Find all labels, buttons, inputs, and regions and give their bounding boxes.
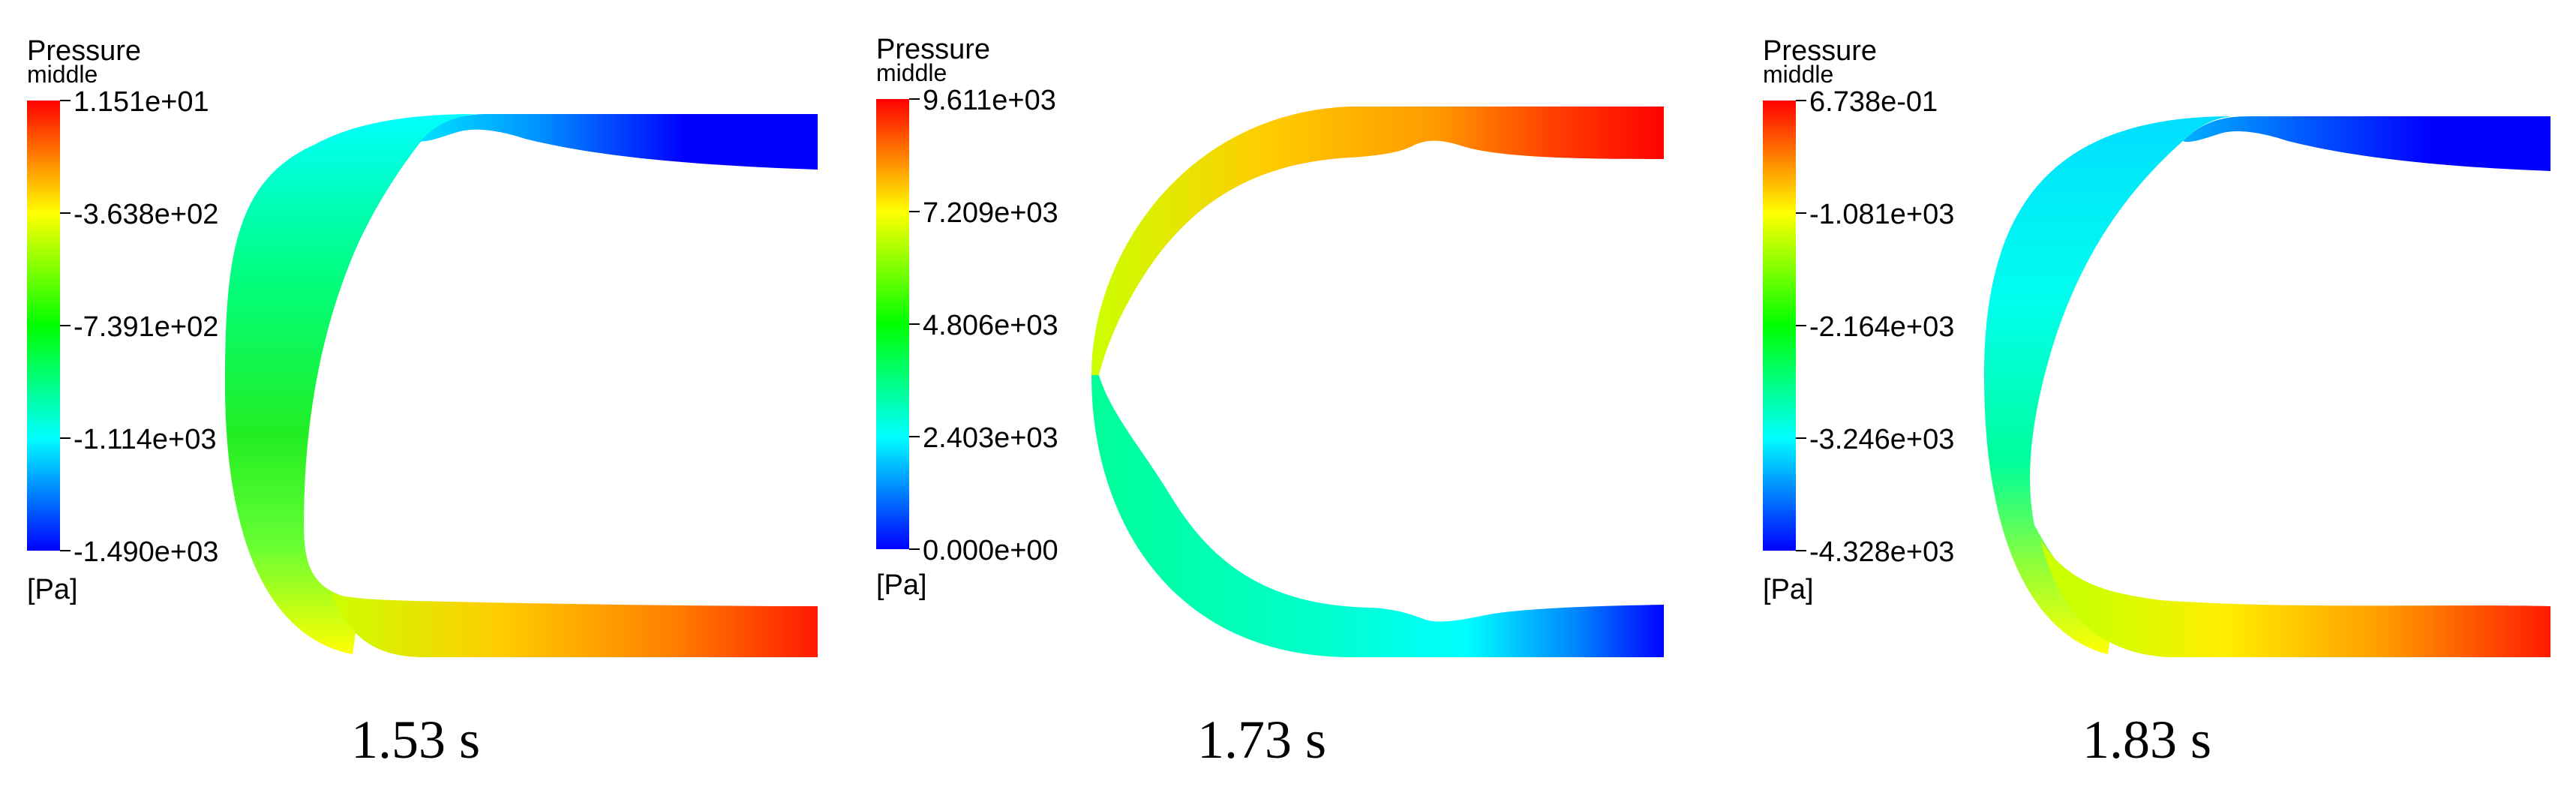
pipe-top-leg [2183, 116, 2550, 171]
panel-1: Pressure middle 1.151e+01 -3.638e+02 -7.… [27, 35, 818, 770]
tick-label: -3.246e+03 [1809, 424, 1954, 455]
tick-label: -2.164e+03 [1809, 311, 1954, 343]
pipe-bottom-leg [330, 593, 818, 657]
time-label: 1.73 s [1197, 710, 1326, 770]
time-label: 1.53 s [351, 710, 480, 770]
unit-label: [Pa] [1763, 574, 1814, 605]
colorbar-ticks [1796, 100, 1806, 551]
legend-title: Pressure [876, 34, 990, 65]
tick-label: 9.611e+03 [923, 85, 1056, 116]
panel-3: Pressure middle 6.738e-01 -1.081e+03 -2.… [1763, 35, 2550, 770]
tick-label: -1.114e+03 [74, 424, 217, 455]
pipe-bend-2 [1091, 107, 1664, 657]
legend-2: Pressure middle 9.611e+03 7.209e+03 4.80… [876, 34, 1058, 601]
unit-label: [Pa] [27, 574, 78, 605]
legend-subtitle: middle [1763, 61, 1833, 88]
tick-label: 6.738e-01 [1809, 86, 1938, 118]
colorbar [27, 101, 60, 551]
legend-title: Pressure [27, 35, 141, 67]
tick-label: -1.081e+03 [1809, 199, 1954, 230]
time-label: 1.83 s [2082, 710, 2211, 770]
tick-label: -1.490e+03 [74, 536, 218, 568]
legend-subtitle: middle [876, 59, 947, 86]
colorbar-ticks [60, 100, 71, 551]
colorbar [1763, 101, 1796, 551]
unit-label: [Pa] [876, 569, 927, 601]
tick-label: -4.328e+03 [1809, 536, 1954, 568]
tick-label: -7.391e+02 [74, 311, 218, 343]
panel-2: Pressure middle 9.611e+03 7.209e+03 4.80… [876, 34, 1664, 770]
tick-label: 1.151e+01 [74, 86, 209, 118]
pipe-bottom-half [1091, 375, 1664, 657]
tick-label: 2.403e+03 [923, 422, 1058, 454]
pipe-arc-outer [225, 114, 476, 654]
legend-subtitle: middle [27, 61, 98, 88]
legend-title: Pressure [1763, 35, 1877, 67]
pipe-top-leg [420, 114, 818, 170]
legend-1: Pressure middle 1.151e+01 -3.638e+02 -7.… [27, 35, 218, 605]
colorbar-ticks [909, 98, 920, 550]
colorbar [876, 99, 909, 549]
tick-label: -3.638e+02 [74, 199, 218, 230]
pipe-bottom-leg [2040, 540, 2550, 657]
pipe-top-half [1091, 107, 1664, 375]
legend-3: Pressure middle 6.738e-01 -1.081e+03 -2.… [1763, 35, 1954, 605]
pipe-arc-outer [1984, 116, 2232, 654]
tick-label: 0.000e+00 [923, 535, 1058, 566]
pipe-bend-3 [1984, 116, 2550, 657]
tick-label: 4.806e+03 [923, 310, 1058, 341]
pipe-bend-1 [225, 114, 818, 657]
tick-label: 7.209e+03 [923, 197, 1058, 229]
